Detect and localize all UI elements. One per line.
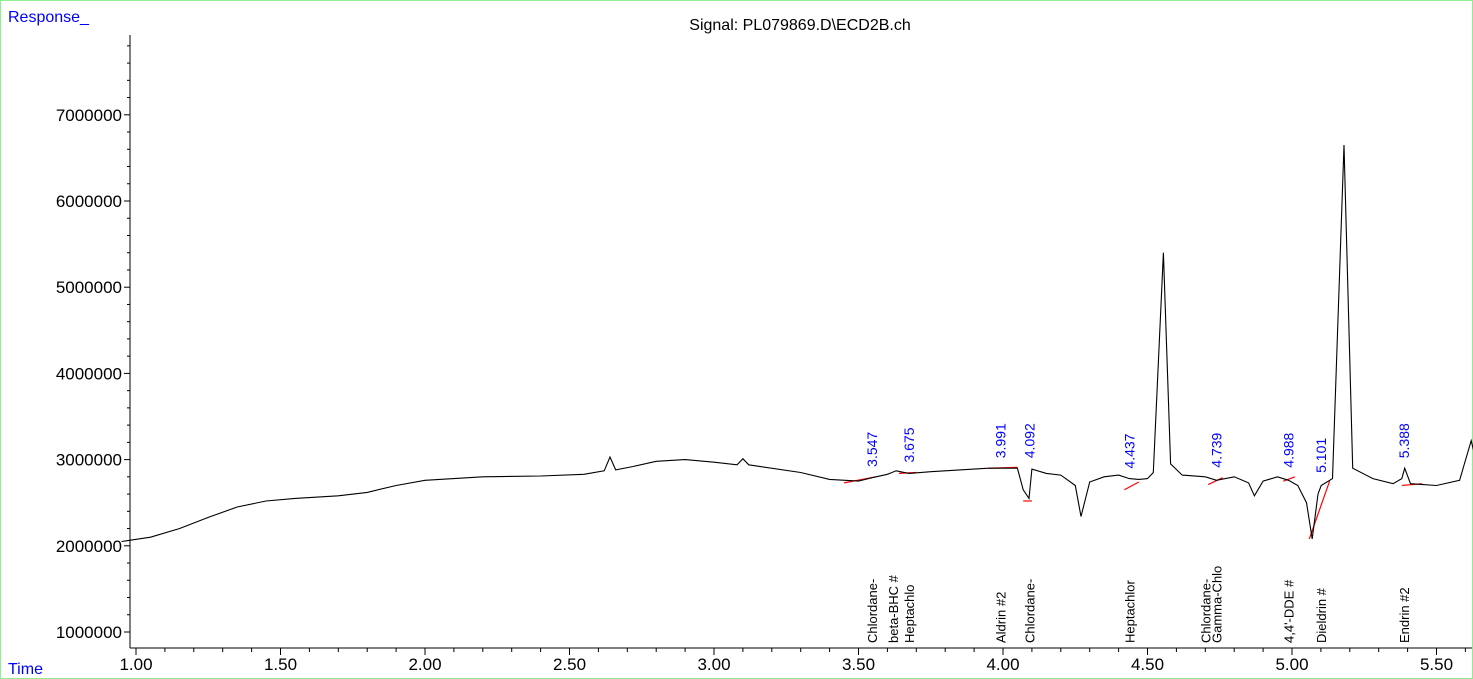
peak-retention-label: 4.739 — [1209, 432, 1225, 467]
compound-label: Endrin #2 — [1397, 587, 1412, 643]
x-axis-label: Time — [8, 661, 43, 678]
y-tick-label: 7000000 — [56, 106, 122, 125]
peak-labels: 3.547 3.675 3.991 4.092 4.437 4.739 4.988 5.101… — [864, 423, 1412, 473]
compound-label: Gamma-Chlo — [1210, 566, 1225, 643]
y-tick-label: 5000000 — [56, 278, 122, 297]
compound-label: Heptachlor — [1122, 579, 1137, 643]
x-tick-label: 3.00 — [697, 655, 730, 674]
x-tick-label: 2.50 — [553, 655, 586, 674]
y-axis-label: Response_ — [8, 9, 90, 26]
x-tick-label: 1.50 — [264, 655, 297, 674]
x-tick-label: 4.00 — [986, 655, 1019, 674]
y-tick-label: 3000000 — [56, 451, 122, 470]
x-tick-label: 5.50 — [1420, 655, 1453, 674]
y-tick-label: 2000000 — [56, 537, 122, 556]
x-tick-label: 5.00 — [1275, 655, 1308, 674]
axes: 1000000 2000000 3000000 4000000 5000000 60000… — [56, 35, 1472, 674]
x-tick-label: 4.50 — [1131, 655, 1164, 674]
compound-label: Dieldrin # — [1314, 587, 1329, 643]
peak-retention-label: 3.547 — [864, 432, 880, 467]
y-tick-label: 4000000 — [56, 364, 122, 383]
baseline-segment — [1283, 476, 1296, 482]
compound-label: Aldrin #2 — [993, 592, 1008, 643]
peak-retention-label: 4.092 — [1022, 423, 1038, 458]
x-tick-label: 3.50 — [842, 655, 875, 674]
baseline-segment — [1124, 481, 1140, 491]
compound-labels: Chlordane-beta-BHC # Heptachlo Aldrin #2 Ch… — [865, 566, 1412, 643]
compound-label: Chlordane- — [865, 579, 880, 643]
compound-label: Chlordane- — [1023, 579, 1038, 643]
chart-title: Signal: PL079869.D\ECD2B.ch — [689, 17, 910, 34]
compound-label: beta-BHC # — [886, 574, 901, 643]
x-tick-label: 2.00 — [408, 655, 441, 674]
compound-label: Chlordane- — [1198, 579, 1213, 643]
baseline-segment — [1308, 480, 1331, 540]
peak-retention-label: 5.388 — [1396, 423, 1412, 458]
peak-retention-label: 4.437 — [1121, 433, 1137, 468]
peak-retention-label: 3.675 — [901, 427, 917, 462]
y-tick-label: 1000000 — [56, 623, 122, 642]
peak-retention-label: 5.101 — [1313, 438, 1329, 473]
compound-label: Heptachlo — [902, 584, 917, 643]
compound-label: 4,4'-DDE # — [1282, 579, 1297, 643]
signal-trace — [121, 144, 1473, 543]
x-tick-label: 1.00 — [119, 655, 152, 674]
baseline-segment — [1207, 477, 1223, 486]
y-tick-label: 6000000 — [56, 192, 122, 211]
peak-retention-label: 3.991 — [992, 423, 1008, 458]
peak-retention-label: 4.988 — [1281, 432, 1297, 467]
